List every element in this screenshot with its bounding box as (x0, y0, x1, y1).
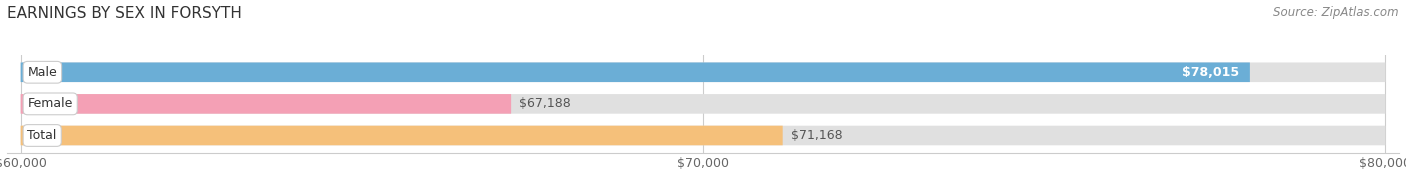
Text: Female: Female (28, 97, 73, 110)
FancyBboxPatch shape (21, 126, 1385, 145)
Text: Source: ZipAtlas.com: Source: ZipAtlas.com (1274, 6, 1399, 19)
FancyBboxPatch shape (21, 94, 1385, 114)
FancyBboxPatch shape (21, 94, 512, 114)
FancyBboxPatch shape (21, 126, 783, 145)
Text: EARNINGS BY SEX IN FORSYTH: EARNINGS BY SEX IN FORSYTH (7, 6, 242, 21)
Text: Total: Total (28, 129, 56, 142)
FancyBboxPatch shape (21, 63, 1385, 82)
Text: $71,168: $71,168 (792, 129, 842, 142)
Text: $67,188: $67,188 (519, 97, 571, 110)
FancyBboxPatch shape (21, 63, 1250, 82)
Text: Male: Male (28, 66, 58, 79)
Text: $78,015: $78,015 (1182, 66, 1239, 79)
